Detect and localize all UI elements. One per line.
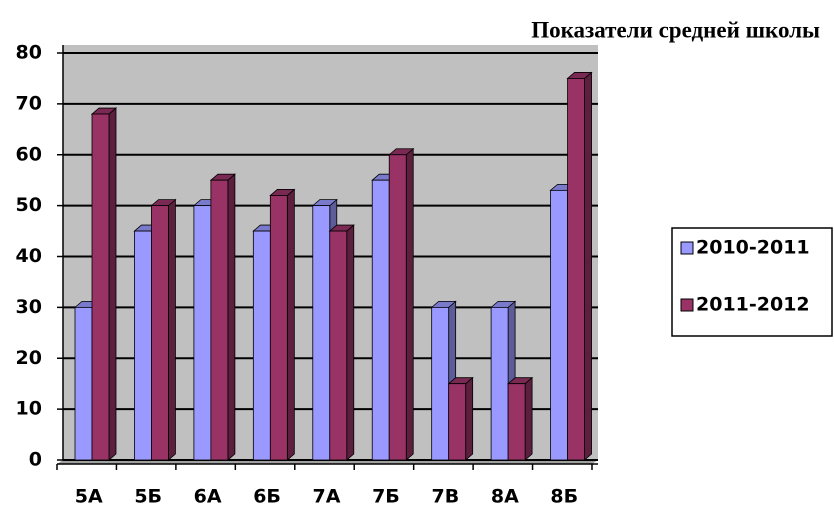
x-tick-label: 7Б	[372, 486, 400, 508]
y-tick-label: 40	[16, 245, 42, 267]
bar-side	[584, 71, 592, 461]
x-tick-label: 6Б	[253, 486, 281, 508]
legend-swatch	[680, 298, 694, 312]
bar-front	[134, 230, 152, 461]
bar	[566, 71, 593, 461]
legend-label: 2010-2011	[696, 237, 810, 259]
chart-title: Показатели средней школы	[531, 17, 820, 42]
bar-front	[550, 189, 568, 461]
bar-front	[448, 383, 467, 461]
bar-front	[567, 78, 585, 461]
bar-side	[465, 376, 474, 461]
bar-front	[431, 306, 450, 461]
bar	[269, 188, 296, 461]
bar	[209, 173, 236, 461]
bar-front	[329, 230, 348, 461]
bar-side	[524, 376, 533, 461]
y-tick-label: 30	[16, 296, 42, 318]
bar	[507, 376, 534, 461]
x-tick-label: 7В	[432, 486, 460, 508]
bar	[150, 198, 177, 461]
bar-side	[108, 107, 117, 461]
x-tick-label: 8А	[491, 486, 519, 508]
y-tick-label: 10	[16, 398, 42, 420]
bar-front	[193, 205, 212, 461]
y-tick-label: 60	[16, 143, 42, 165]
x-tick-label: 5А	[75, 486, 103, 508]
bar	[388, 147, 415, 461]
bar-side	[227, 173, 236, 461]
bar-side	[286, 188, 295, 461]
bar-front	[91, 113, 110, 461]
y-tick-label: 0	[29, 449, 42, 471]
bar-front	[252, 230, 271, 461]
bar	[90, 107, 118, 461]
y-tick-label: 20	[16, 347, 42, 369]
bar-front	[210, 179, 229, 461]
legend	[671, 227, 833, 337]
x-tick-label: 7А	[313, 486, 341, 508]
bar-front	[312, 205, 331, 461]
bar-front	[490, 306, 509, 461]
bar-front	[151, 205, 169, 461]
x-tick-label: 8Б	[550, 486, 578, 508]
bar	[447, 376, 474, 461]
y-tick-label: 80	[16, 42, 42, 64]
bar-side	[405, 147, 414, 461]
y-tick-label: 70	[16, 92, 42, 114]
bar-front	[269, 195, 288, 461]
legend-label: 2011-2012	[696, 294, 810, 316]
bar-front	[507, 383, 526, 461]
legend-swatch	[680, 241, 694, 255]
x-tick-label: 6А	[194, 486, 222, 508]
bar-front	[74, 306, 93, 461]
bar-front	[371, 179, 390, 461]
bar-side	[168, 198, 176, 461]
bar	[328, 224, 355, 461]
x-tick-label: 5Б	[134, 486, 162, 508]
y-tick-label: 50	[16, 194, 42, 216]
bar-side	[346, 224, 355, 461]
bar-front	[388, 154, 407, 461]
